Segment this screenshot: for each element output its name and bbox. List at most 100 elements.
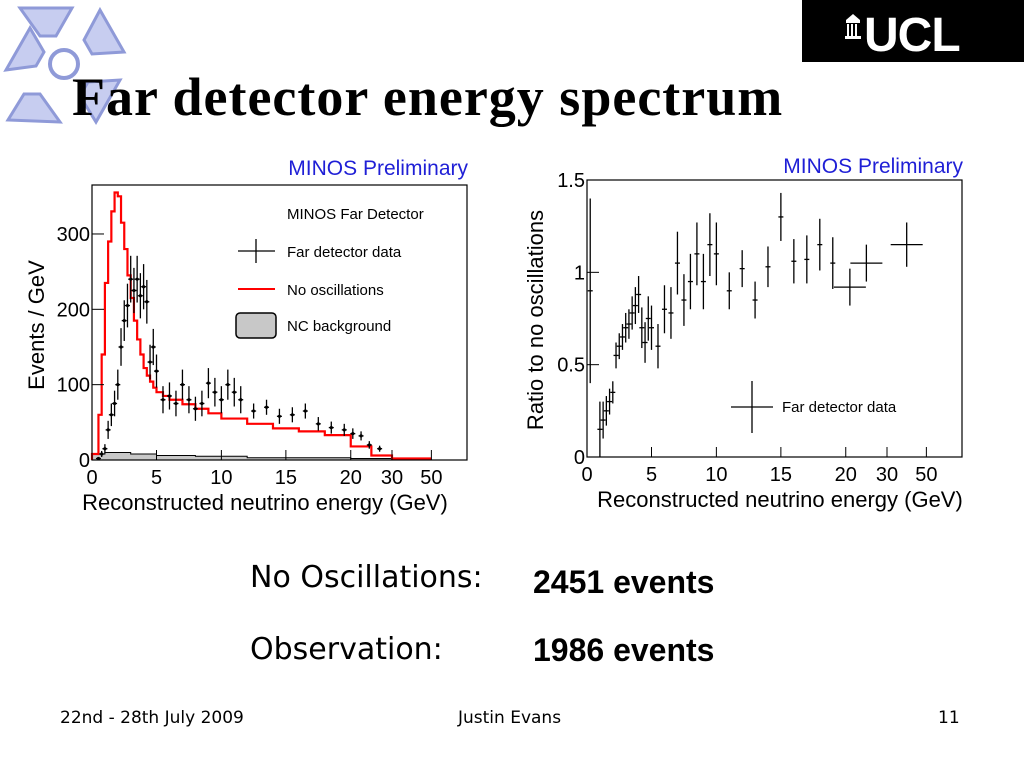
legend: MINOS Far Detector Far detector data No … — [235, 206, 424, 339]
data-point — [212, 377, 218, 407]
legend-data: Far detector data — [782, 399, 897, 416]
data-point — [118, 328, 124, 366]
ratio-point — [694, 222, 700, 286]
x-tick-label: 0 — [581, 464, 592, 486]
data-point — [315, 417, 321, 431]
x-tick-label: 10 — [705, 464, 727, 486]
data-point — [205, 368, 211, 399]
ratio-point — [830, 237, 836, 289]
ratio-point — [607, 388, 613, 415]
data-point — [289, 407, 295, 423]
data-point — [350, 428, 356, 439]
x-tick-label: 5 — [151, 467, 162, 489]
no-oscillations-value: 2451 events — [533, 564, 715, 600]
ratio-point — [639, 307, 645, 349]
data-point — [328, 421, 334, 434]
x-tick-label: 50 — [915, 464, 937, 486]
ratio-point — [681, 274, 687, 326]
x-tick-label: 5 — [646, 464, 657, 486]
data-point — [128, 255, 134, 303]
plot-frame — [91, 184, 468, 461]
data-point — [121, 300, 127, 341]
x-tick-label: 30 — [876, 464, 898, 486]
data-point — [218, 386, 224, 414]
x-tick-label: 20 — [340, 467, 362, 489]
y-tick-label: 200 — [57, 299, 90, 321]
ratio-point — [817, 218, 823, 271]
y-axis-label: Ratio to no oscillations — [523, 210, 548, 430]
data-point — [147, 344, 153, 380]
ratio-point — [687, 253, 693, 310]
data-point — [358, 431, 364, 441]
data-point — [173, 390, 179, 417]
y-tick-label: 300 — [57, 224, 90, 246]
chart-preliminary-label: MINOS Preliminary — [783, 155, 963, 178]
ratio-point — [655, 324, 661, 369]
ratio-point — [603, 396, 609, 426]
data-point — [102, 444, 108, 454]
x-tick-label: 15 — [770, 464, 792, 486]
y-tick-label: 0.5 — [557, 355, 585, 377]
no-oscillations-hist — [90, 191, 432, 460]
observation-value: 1986 events — [533, 632, 715, 668]
ratio-point — [674, 231, 680, 295]
data-point — [225, 369, 231, 400]
x-tick-label: 20 — [835, 464, 857, 486]
x-tick-label: 50 — [420, 467, 442, 489]
data-point — [199, 390, 205, 417]
ratio-point — [661, 285, 667, 334]
ratio-point — [610, 381, 616, 404]
data-point — [302, 403, 308, 419]
ratio-point — [649, 305, 654, 350]
no-oscillations-label: No Oscillations: — [250, 560, 483, 595]
ratio-point — [726, 272, 732, 310]
ratio-point — [804, 235, 810, 284]
y-tick-label: 1 — [574, 262, 585, 284]
ratio-point — [623, 312, 629, 343]
ratio-point — [587, 198, 593, 384]
corner-logo — [3, 6, 127, 125]
data-point — [160, 386, 166, 414]
ucl-logo-text: UCL — [864, 9, 961, 62]
ratio-point — [752, 281, 758, 319]
data-point — [112, 390, 118, 417]
data-point — [264, 399, 270, 415]
ratio-point — [626, 309, 632, 339]
ratio-point — [700, 253, 706, 310]
ratio-point — [791, 239, 797, 284]
data-point — [115, 369, 121, 400]
data-point — [131, 267, 137, 314]
y-axis-label: Events / GeV — [24, 260, 49, 390]
ratio-point — [765, 246, 771, 288]
y-tick-label: 0 — [574, 447, 585, 469]
x-axis-label: Reconstructed neutrino energy (GeV) — [82, 490, 448, 515]
legend: Far detector data — [731, 381, 897, 433]
ratio-point — [619, 324, 625, 350]
data-point — [341, 423, 347, 436]
data-point — [166, 382, 172, 410]
x-tick-label: 30 — [381, 467, 403, 489]
data-point — [238, 386, 244, 414]
data-point — [154, 354, 159, 388]
ucl-logo: UCL — [802, 0, 1024, 62]
footer-date: 22nd - 28th July 2009 — [60, 708, 244, 728]
observation-label: Observation: — [250, 632, 443, 667]
ratio-point — [707, 213, 713, 277]
data-point — [99, 450, 105, 457]
legend-data: Far detector data — [287, 244, 402, 261]
ratio-point — [739, 250, 745, 288]
ratio-point — [632, 287, 638, 325]
ratio-point — [713, 222, 719, 286]
ratio-point — [636, 276, 642, 313]
data-point — [108, 403, 114, 427]
data-point — [124, 283, 130, 328]
ratio-point — [613, 342, 619, 369]
chart-preliminary-label: MINOS Preliminary — [288, 157, 468, 180]
x-axis-label: Reconstructed neutrino energy (GeV) — [597, 487, 963, 512]
data-point — [186, 386, 192, 414]
portico-icon — [845, 14, 861, 39]
ratio-point — [597, 401, 603, 457]
ratio-point — [629, 296, 635, 330]
data-point — [150, 328, 156, 366]
plot-frame — [586, 179, 963, 458]
